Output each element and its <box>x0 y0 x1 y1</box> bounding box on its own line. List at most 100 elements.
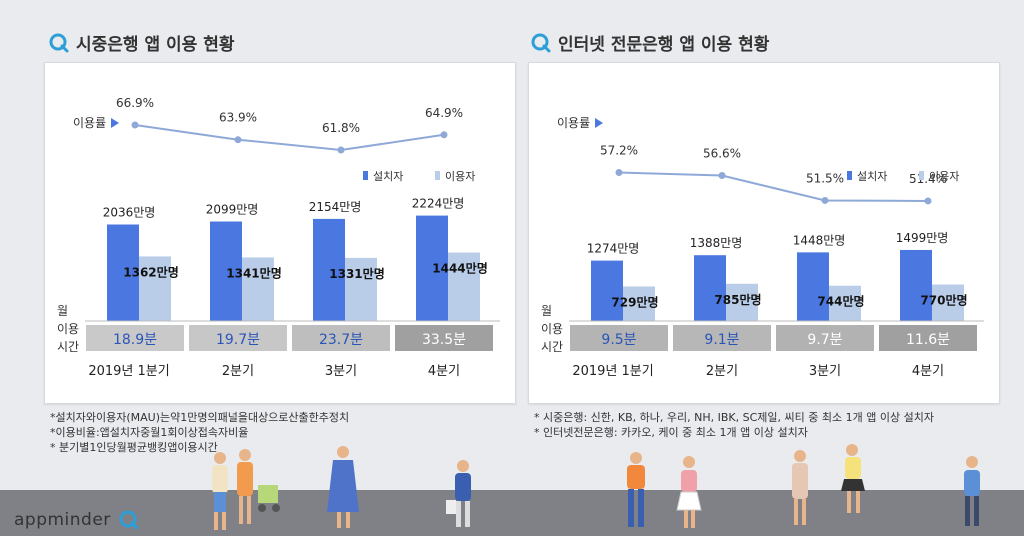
legend-swatch-user <box>919 171 924 180</box>
usage-time-label-line3: 시간 <box>57 340 79 354</box>
rate-line <box>618 171 929 202</box>
usage-time-cell <box>395 325 493 351</box>
bar-user <box>139 256 171 321</box>
usage-time-cell <box>189 325 287 351</box>
category-tick-label: 2분기 <box>222 364 254 379</box>
panel-title-commercial: 시중은행 앱 이용 현황 <box>48 30 235 55</box>
rate-point <box>131 121 139 129</box>
rate-data-label: 51.5% <box>806 171 844 185</box>
rate-data-label: 56.6% <box>703 146 741 160</box>
bar-installer <box>900 249 932 321</box>
person-figure <box>676 456 702 528</box>
category-tick-label: 4분기 <box>428 364 460 379</box>
chart-panel-internet: 이용률 57.2% 56.6% 51.5% 51.4% 설치자 이용자 1274만명 729만명… <box>528 62 1000 404</box>
rate-data-label: 64.9% <box>425 106 463 120</box>
usage-time-cell <box>879 325 977 351</box>
magnifier-q-icon <box>49 33 69 52</box>
bar-installer <box>416 215 448 321</box>
user-data-label: 785만명 <box>714 292 761 307</box>
street-ground <box>0 490 1024 536</box>
person-figure <box>446 460 471 527</box>
person-figure <box>212 452 228 530</box>
bar-installer <box>313 218 345 321</box>
rate-data-label: 66.9% <box>116 96 154 110</box>
user-data-label: 1362만명 <box>123 264 178 279</box>
bar-installer <box>591 260 623 321</box>
stroller-icon <box>258 485 280 512</box>
panel-title-text: 인터넷 전문은행 앱 이용 현황 <box>558 35 770 55</box>
category-tick-label: 2분기 <box>706 364 738 379</box>
legend-label-installer: 설치자 <box>373 170 403 183</box>
usage-time-value: 18.9분 <box>113 332 157 348</box>
bar-user <box>345 257 377 321</box>
usage-time-cell <box>292 325 390 351</box>
usage-time-value: 9.7분 <box>807 332 842 348</box>
rate-point <box>234 136 242 144</box>
user-data-label: 770만명 <box>920 293 967 308</box>
usage-time-label-line3: 시간 <box>541 340 563 354</box>
footnote: *설치자와이용자(MAU)는약1만명의패널을대상으로산출한추정치 <box>50 411 350 424</box>
user-data-label: 744만명 <box>817 294 864 309</box>
rate-point <box>615 169 623 177</box>
bar-user <box>726 283 758 321</box>
magnifier-q-icon <box>531 33 551 52</box>
footnotes-internet: * 시중은행: 신한, KB, 하나, 우리, NH, IBK, SC제일, 씨… <box>534 410 934 440</box>
category-tick-label: 3분기 <box>809 364 841 379</box>
footnote: * 인터넷전문은행: 카카오, 케이 중 최소 1개 앱 이상 설치자 <box>534 426 808 439</box>
usage-time-value: 9.5분 <box>601 332 636 348</box>
installer-data-label: 2036만명 <box>103 205 156 219</box>
installer-data-label: 2154만명 <box>309 200 362 214</box>
bar-installer <box>210 221 242 321</box>
usage-time-label-line1: 월 <box>57 304 68 318</box>
bar-user <box>242 257 274 321</box>
bar-installer <box>797 252 829 321</box>
rate-point <box>821 196 829 204</box>
bar-user <box>932 284 964 321</box>
footnote: *이용비율:앱설치자중월1회이상접속자비율 <box>50 426 249 439</box>
legend-swatch-installer <box>847 171 852 180</box>
triangle-right-icon <box>595 118 603 128</box>
chart-internet: 이용률 57.2% 56.6% 51.5% 51.4% 설치자 이용자 1274만명 729만명… <box>541 116 984 379</box>
usage-time-cell <box>570 325 668 351</box>
bar-installer <box>694 255 726 321</box>
usage-time-cell <box>776 325 874 351</box>
pedestrian-illustration <box>212 444 980 530</box>
usage-time-value: 9.1분 <box>704 332 739 348</box>
installer-data-label: 1448만명 <box>793 233 846 247</box>
usage-time-value: 19.7분 <box>216 332 260 348</box>
user-data-label: 1331만명 <box>329 266 384 281</box>
installer-data-label: 1388만명 <box>690 236 743 250</box>
rate-axis-label: 이용률 <box>73 116 106 130</box>
footnote: * 시중은행: 신한, KB, 하나, 우리, NH, IBK, SC제일, 씨… <box>534 411 934 424</box>
usage-time-cell <box>673 325 771 351</box>
rate-data-label: 61.8% <box>322 121 360 135</box>
user-data-label: 729만명 <box>611 294 658 309</box>
rate-point <box>718 171 726 179</box>
chart-commercial: 이용률 66.9% 63.9% 61.8% 64.9% 설치자 이용자 2036만명 1362만… <box>57 96 500 379</box>
panel-title-text: 시중은행 앱 이용 현황 <box>76 35 235 55</box>
rate-data-label: 57.2% <box>600 144 638 158</box>
installer-data-label: 1499만명 <box>896 231 949 245</box>
triangle-right-icon <box>111 118 119 128</box>
rate-line <box>134 124 445 151</box>
user-data-label: 1444만명 <box>432 261 487 276</box>
legend-label-user: 이용자 <box>929 170 959 183</box>
usage-time-cell <box>86 325 184 351</box>
rate-point <box>337 146 345 154</box>
footnote: * 분기별1인당월평균뱅킹앱이용시간 <box>50 441 218 454</box>
installer-data-label: 2099만명 <box>206 203 259 217</box>
legend-label-installer: 설치자 <box>857 170 887 183</box>
usage-time-label-line2: 이용 <box>541 322 563 336</box>
category-tick-label: 2019년 1분기 <box>572 364 653 379</box>
person-figure <box>792 450 808 525</box>
person-figure <box>964 456 980 526</box>
chart-panel-commercial: 이용률 66.9% 63.9% 61.8% 64.9% 설치자 이용자 2036만명 1362만… <box>44 62 516 404</box>
logo-text: appminder <box>14 510 111 530</box>
footnotes-commercial: *설치자와이용자(MAU)는약1만명의패널을대상으로산출한추정치 *이용비율:앱… <box>50 410 349 455</box>
user-data-label: 1341만명 <box>226 265 281 280</box>
legend-swatch-user <box>435 171 440 180</box>
legend-label-user: 이용자 <box>445 170 475 183</box>
magnifier-q-icon <box>119 510 139 530</box>
person-figure <box>841 444 865 513</box>
